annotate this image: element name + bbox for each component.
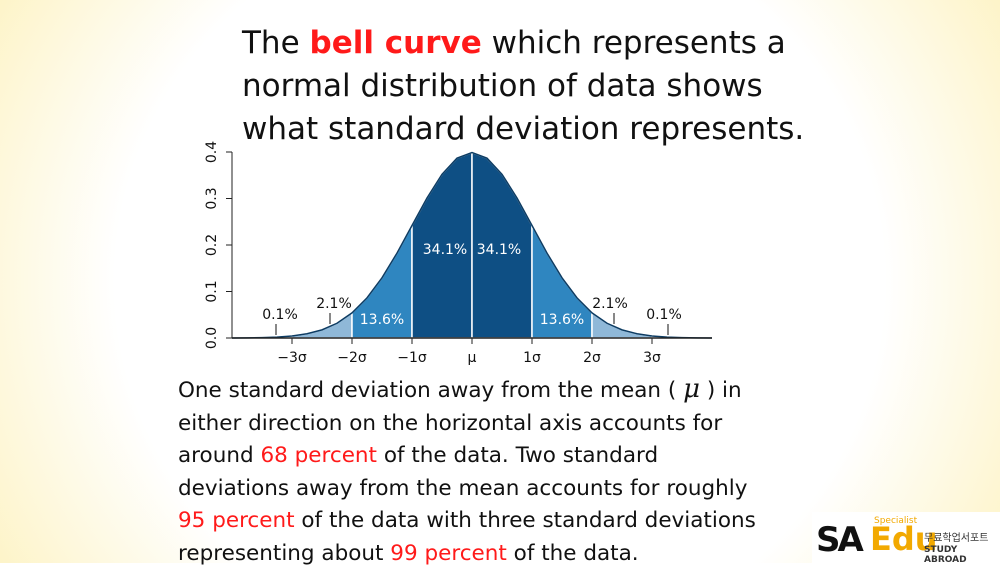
logo-tag: Specialist [874, 516, 918, 526]
logo-sub: STUDY ABROAD [924, 545, 967, 565]
body-line: of the data. [506, 540, 639, 566]
y-tick-label: 0.0 [204, 327, 220, 349]
y-tick-label: 0.3 [204, 187, 220, 209]
slide-title: The bell curve which represents a normal … [242, 22, 804, 151]
band-label: 2.1% [316, 296, 352, 312]
body-line: deviations away from the mean accounts f… [178, 475, 748, 501]
x-tick-label: 3σ [643, 350, 661, 366]
title-highlight: bell curve [309, 25, 482, 61]
density-curve [231, 151, 713, 339]
body-line: representing about [178, 540, 391, 566]
body-text: One standard deviation away from the mea… [178, 373, 756, 570]
body-line: of the data with three standard deviatio… [294, 508, 756, 533]
x-tick-label: μ [468, 350, 477, 366]
band-label: 13.6% [360, 312, 404, 328]
body-line: either direction on the horizontal axis … [178, 410, 723, 436]
y-tick-label: 0.4 [204, 141, 220, 163]
body-line: One standard deviation away from the mea… [178, 378, 684, 403]
band-label: 34.1% [423, 242, 467, 258]
x-tick-label: −2σ [337, 350, 367, 366]
band-label: 0.1% [646, 307, 682, 323]
band-label: 2.1% [592, 296, 628, 312]
x-tick-label: 1σ [523, 350, 541, 366]
body-line: ) in [700, 378, 742, 403]
title-text: which represents a [481, 25, 786, 61]
body-line: of the data. Two standard [376, 443, 659, 468]
body-highlight: 95 percent [178, 508, 295, 533]
title-text: normal distribution of data shows [242, 68, 763, 104]
body-highlight: 68 percent [260, 443, 377, 468]
title-text: The [242, 25, 310, 61]
x-tick-label: 2σ [583, 350, 601, 366]
body-line: around [178, 443, 261, 468]
band-label: 13.6% [540, 312, 584, 328]
x-tick-label: −3σ [277, 350, 307, 366]
logo-name: Edu [870, 520, 938, 558]
x-tick-label: −1σ [397, 350, 427, 366]
y-tick-label: 0.1 [204, 280, 220, 302]
logo-mark: SA [816, 520, 864, 560]
logo: SA Specialist Edu 무료학업서포트 STUDY ABROAD [812, 512, 1000, 565]
y-tick-label: 0.2 [204, 234, 220, 256]
band-label: 0.1% [262, 307, 298, 323]
title-text: what standard deviation represents. [242, 111, 805, 147]
logo-korean: 무료학업서포트 [924, 533, 989, 544]
band-label: 34.1% [477, 242, 521, 258]
mu-symbol: μ [683, 374, 700, 404]
body-highlight: 99 percent [390, 540, 507, 566]
